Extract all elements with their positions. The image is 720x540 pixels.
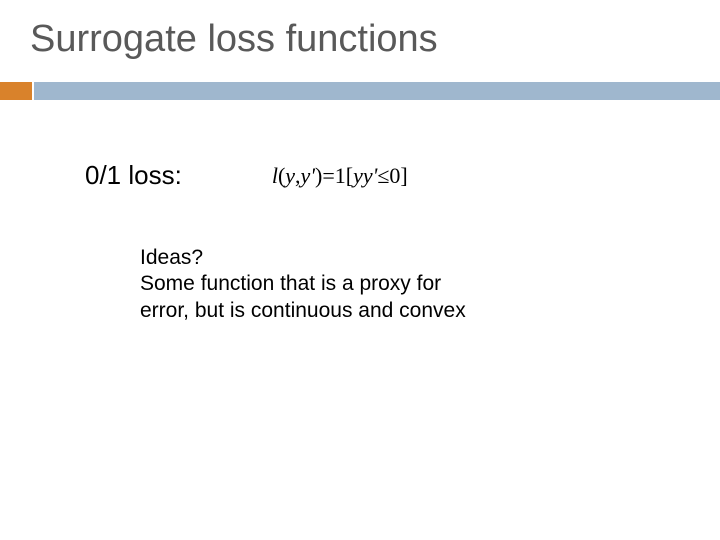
- formula-arg1: y: [285, 163, 295, 188]
- formula-arg2: y': [301, 163, 315, 188]
- slide-title: Surrogate loss functions: [30, 18, 438, 61]
- title-rule-accent: [0, 82, 32, 100]
- loss-label: 0/1 loss:: [85, 160, 182, 191]
- loss-formula: l(y,y')=1[yy'≤0]: [272, 163, 408, 189]
- formula-one: 1: [335, 163, 346, 188]
- ideas-block: Ideas? Some function that is a proxy for…: [140, 245, 480, 324]
- formula-eq: =: [322, 163, 334, 188]
- ideas-line1: Ideas?: [140, 245, 480, 271]
- formula-prod: yy': [353, 163, 377, 188]
- loss-row: 0/1 loss: l(y,y')=1[yy'≤0]: [85, 160, 408, 191]
- formula-le: ≤: [377, 163, 389, 188]
- title-rule: [0, 82, 720, 100]
- formula-lbracket: [: [346, 163, 353, 188]
- formula-zero: 0: [389, 163, 400, 188]
- formula-rbracket: ]: [400, 163, 407, 188]
- ideas-body: Some function that is a proxy for error,…: [140, 271, 480, 324]
- title-rule-main: [34, 82, 720, 100]
